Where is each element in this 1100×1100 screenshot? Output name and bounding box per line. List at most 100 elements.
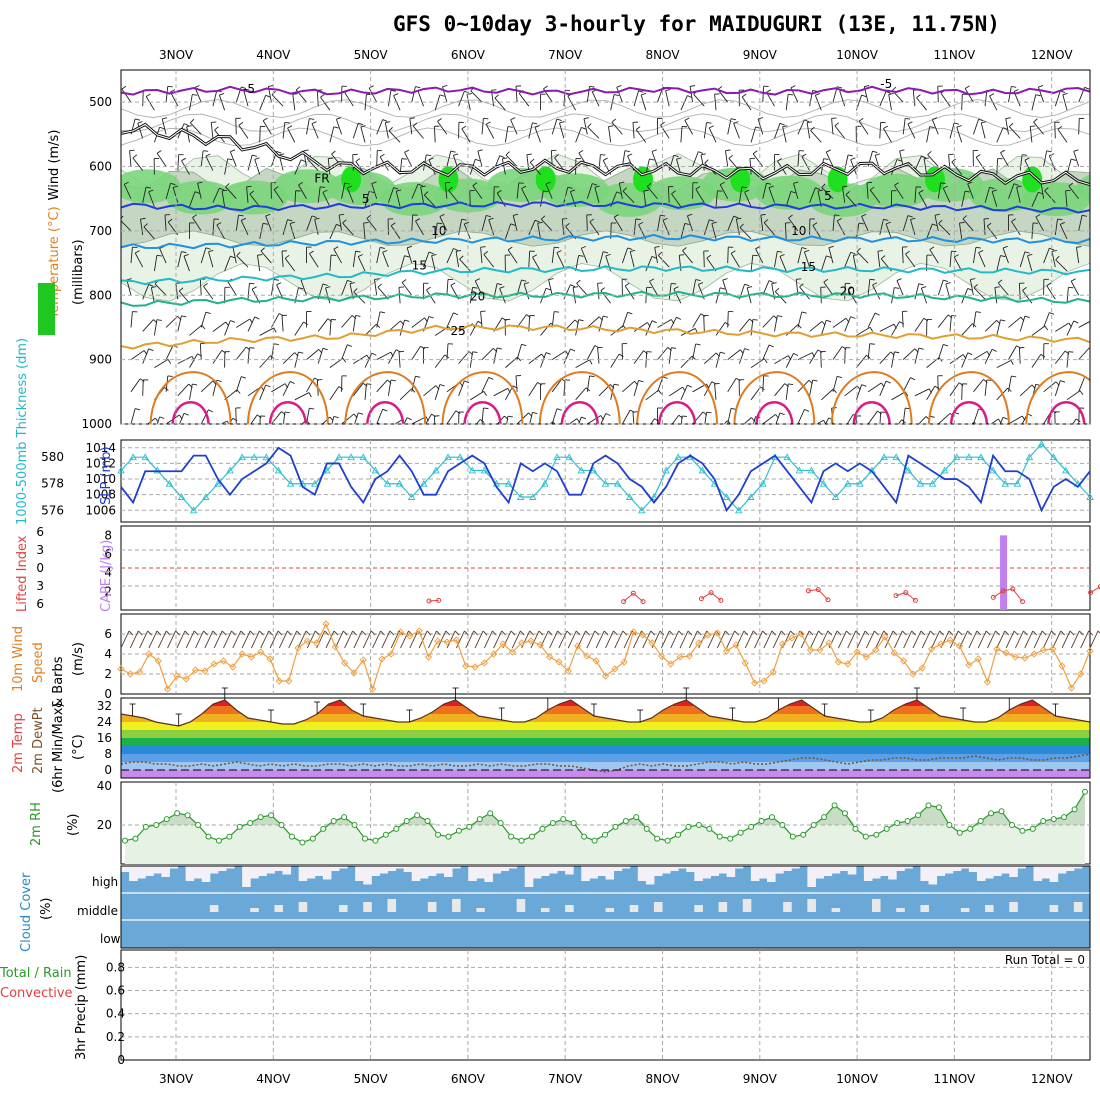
wind-barb — [177, 383, 190, 397]
wind-barb-flag — [869, 278, 875, 281]
wind-barb-flag — [219, 187, 225, 191]
cloud-high-gap — [395, 866, 405, 869]
wind-barb — [506, 416, 509, 424]
cloud-level-low: low — [100, 932, 121, 946]
wind-barb-flag — [510, 117, 516, 121]
wind-barb-flag — [978, 250, 984, 253]
wind-barb-flag — [684, 222, 690, 226]
wind-barb-flag — [456, 250, 462, 252]
wind-barb-flag — [325, 286, 331, 289]
wind-barb-flag — [894, 351, 900, 354]
wind-barb-flag — [559, 121, 565, 124]
wind-barb-flag — [532, 254, 538, 258]
wind-barb-flag — [216, 379, 222, 382]
wind-barb-flag — [1049, 247, 1055, 251]
wind10m-barb-flag — [287, 630, 292, 636]
wind-barb — [199, 279, 202, 296]
wind-barb — [832, 214, 835, 231]
wind-barb-flag — [145, 186, 152, 189]
cloud-high-gap — [718, 866, 728, 874]
rh-point — [518, 837, 525, 844]
cloud-high-gap — [452, 866, 461, 869]
li-segment — [1002, 588, 1013, 592]
li-segment — [895, 592, 906, 597]
thickness-point — [323, 466, 331, 474]
wind-barb — [1018, 347, 1021, 364]
wind-barb-flag — [284, 411, 290, 414]
thickness-point — [977, 453, 985, 461]
wind-barb-flag — [336, 223, 342, 227]
wind10m-point — [518, 639, 526, 647]
wind-barb-flag — [358, 254, 363, 257]
wind-barb — [140, 219, 144, 235]
wind10m-point — [1030, 650, 1038, 658]
wind-barb-flag — [485, 121, 491, 125]
wind-barb-flag — [747, 286, 753, 289]
wind-barb-flag — [189, 118, 195, 123]
wind-barb — [203, 286, 214, 300]
wind-barb-flag — [1027, 253, 1033, 257]
cloud-high-gap — [613, 866, 623, 871]
wind-barb-flag — [1057, 218, 1063, 221]
wind-barb-flag — [975, 311, 981, 313]
thickness-point — [662, 466, 670, 474]
wind-barb — [926, 223, 933, 240]
wind-barb-flag — [624, 150, 630, 152]
wind-barb-flag — [690, 85, 696, 87]
wind-barb-flag — [651, 320, 657, 324]
wind-barb — [250, 414, 258, 424]
wind-barb — [766, 92, 775, 107]
wind-barb — [914, 348, 920, 364]
wind-barb-flag — [874, 153, 881, 156]
wind-barb-flag — [309, 407, 315, 410]
wind-barb-flag — [368, 85, 374, 89]
wind-barb-flag — [869, 343, 875, 345]
wind-barb-flag — [929, 126, 935, 129]
wind-barb — [363, 222, 366, 239]
thickness-point — [189, 506, 198, 514]
wind-barb — [703, 352, 717, 364]
cloud-high-gap — [645, 866, 655, 885]
dewpt-line — [120, 753, 1091, 773]
thickness-point — [965, 453, 973, 461]
wind-barb — [972, 311, 977, 328]
wind-barb-flag — [1040, 353, 1046, 358]
wind-barb — [926, 385, 936, 401]
wind-barb — [1070, 280, 1080, 296]
wind-barb — [891, 391, 906, 401]
wind-barb — [262, 120, 272, 135]
wind10m-point — [760, 677, 768, 685]
rh-point — [1061, 814, 1068, 821]
wind10m-barb — [623, 630, 633, 649]
wind-barb-flag — [192, 214, 197, 218]
wind-barb — [1008, 126, 1021, 139]
cloud-high-gap — [225, 866, 235, 869]
rh-point — [956, 829, 963, 836]
wind-barb-flag — [548, 278, 554, 281]
slp-tick: 1014 — [85, 441, 116, 455]
wind-barb-flag — [303, 149, 309, 152]
isotherm-20 — [121, 290, 1090, 307]
wind-barb — [271, 383, 286, 393]
thickness-point — [141, 453, 149, 461]
wind-barb — [172, 187, 179, 203]
cloud-high-gap — [783, 866, 792, 871]
cloud-high-gap — [532, 866, 542, 879]
wind10m-barb — [167, 630, 176, 649]
wind-barb — [689, 86, 694, 103]
wind-barb-flag — [181, 315, 187, 318]
cloud-high-gap — [734, 866, 744, 869]
rh-point — [341, 814, 348, 821]
wind-barb-flag — [172, 185, 179, 188]
wind-barb — [1059, 224, 1068, 240]
wind-barb-flag — [967, 352, 973, 356]
thickness-point — [589, 466, 598, 474]
wind-barb — [996, 127, 1004, 143]
slp-tick: 1006 — [85, 503, 116, 517]
wind-barb — [1008, 183, 1015, 199]
wind-barb-flag — [986, 222, 992, 227]
wind-barb — [281, 251, 284, 268]
rh-point — [727, 835, 734, 842]
cloud-high-gap — [419, 866, 429, 879]
cloud-high-gap — [217, 866, 227, 871]
